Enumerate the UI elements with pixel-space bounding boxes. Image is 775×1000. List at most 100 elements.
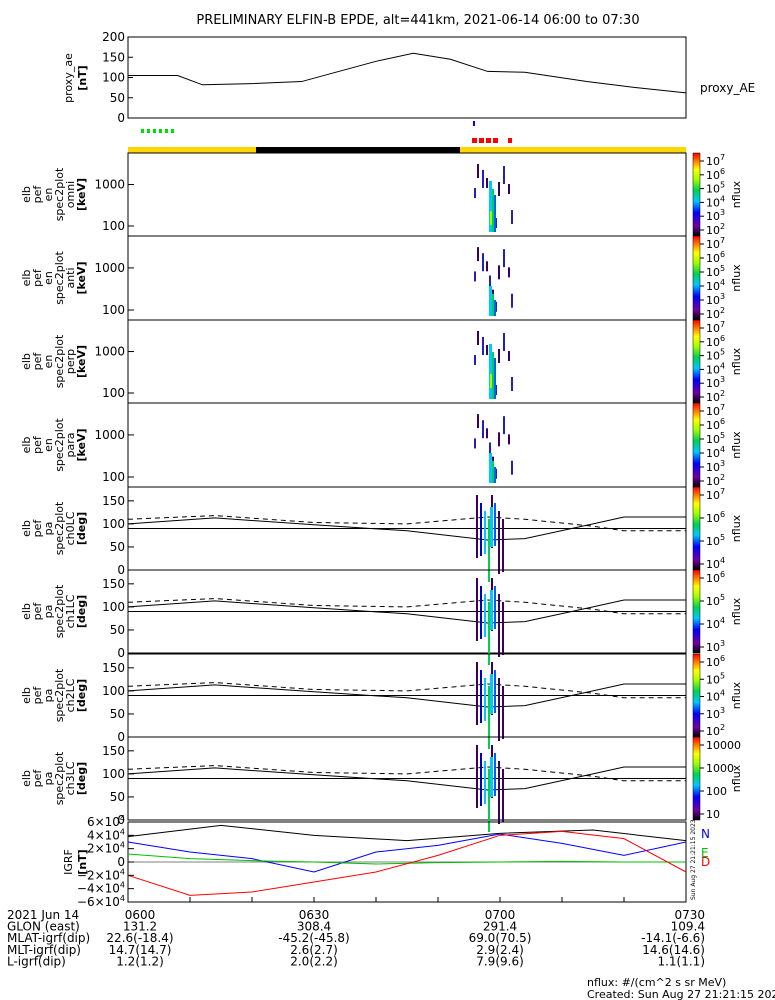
footer-value: 1.1(1.1) (657, 954, 705, 968)
spec-panel-4-cbar-label: 106 (706, 417, 725, 432)
spec-panel-4-ylabel: elb (20, 437, 33, 454)
spec-panel-3-cbar-label: 102 (706, 389, 725, 404)
pa-panel-1-colorbar (692, 486, 701, 571)
ae-ytick-label: 100 (102, 71, 125, 85)
pa-panel-2-ylabel: pef (31, 602, 44, 621)
pa-panel-3-cbar-title: nflux (730, 681, 743, 709)
pa-panel-1-ylabel: ch0LC (64, 511, 77, 545)
pa-panel-4-data (476, 745, 504, 832)
spec-panel-1: 1001000elbpefenspec2plotomni[keV]1071061… (20, 152, 743, 237)
spec-panel-4-cbar-label: 107 (706, 403, 725, 418)
igrf-line-n (127, 833, 687, 873)
pa-panel-3-ytick-label: 50 (110, 707, 125, 721)
footer-value: 1.2(1.2) (116, 954, 164, 968)
green-marks (141, 129, 174, 133)
pa-panel-1-ytick-label: 150 (102, 494, 125, 508)
spec-panel-4: 1001000elbpefenspec2plotpara[keV]1071061… (20, 402, 743, 488)
footer-value: 109.4 (671, 920, 705, 934)
pa-panel-1-cbar-label: 107 (706, 487, 725, 502)
pa-panel-1-ylabel: pa (42, 522, 55, 536)
pa-panel-3-colorbar (692, 653, 701, 738)
pa-panel-2-cbar-label: 105 (706, 593, 725, 608)
pa-panel-4-ylabel: pa (42, 772, 55, 786)
spec-panel-2-cbar-title: nflux (730, 264, 743, 292)
spec-panel-3-cbar-label: 107 (706, 320, 725, 335)
spec-panel-2-ytick-label: 100 (102, 303, 125, 317)
igrf-ytick-label: −4×104 (77, 881, 125, 896)
footer-value: 0700 (485, 908, 516, 922)
spec-panel-2-cbar-label: 102 (706, 306, 725, 321)
igrf-timestamp: Sun Aug 27 21:21:15 2023 (690, 819, 697, 900)
spec-panel-1-cbar-label: 105 (706, 181, 725, 196)
pa-panel-4-colorbar (692, 736, 701, 821)
igrf-line-d (127, 830, 687, 896)
spec-panel-3-cbar-label: 103 (706, 375, 725, 390)
spec-panel-3: 1001000elbpefenspec2plotperp[keV]1071061… (20, 319, 743, 404)
proxy-ae-ylabel-1: proxy_ae (62, 53, 75, 103)
pa-panel-3-ytick-label: 0 (117, 730, 125, 744)
proxy-ae-legend: proxy_AE (700, 81, 755, 95)
pa-panel-4-ytick-label: 150 (102, 744, 125, 758)
pa-panel-3-ytick-label: 100 (102, 684, 125, 698)
footer-row-label: GLON (east) (7, 920, 80, 934)
footer-value: 14.6(14.6) (642, 943, 705, 957)
spec-panel-2-ylabel: elb (20, 270, 33, 287)
pa-panel-3-loss-cone-line (127, 683, 686, 708)
pa-panel-4-cbar-label: 1000 (706, 762, 734, 775)
spec-panel-3-ytick-label: 1000 (94, 345, 125, 359)
pa-panel-2-ytick-label: 50 (110, 623, 125, 637)
spec-panel-1-colorbar (692, 152, 701, 237)
pa-panel-4-anti-loss-cone-line (127, 765, 686, 782)
spec-panel-3-ylabel: [keV] (75, 345, 88, 378)
spec-panel-1-ytick-label: 1000 (94, 178, 125, 192)
igrf-ytick-label: −2×104 (77, 867, 125, 882)
igrf-ytick-label: 2×104 (87, 841, 125, 856)
footer-value: 2.0(2.2) (290, 954, 338, 968)
pa-panel-4-cbar-title: nflux (730, 764, 743, 792)
yellow-bar-left (128, 147, 256, 153)
spec-panel-2-ytick-label: 1000 (94, 261, 125, 275)
pa-panel-4-cbar-label: 10000 (706, 739, 741, 752)
pa-panel-4-ylabel: elb (20, 770, 33, 787)
spec-panel-2: 1001000elbpefenspec2plotanti[keV]1071061… (20, 235, 743, 321)
pa-panel-4-loss-cone-line (127, 766, 686, 791)
ae-ytick-label: 50 (110, 91, 125, 105)
spec-panel-4-data (474, 414, 513, 483)
footer-value: 7.9(9.6) (476, 954, 524, 968)
spec-panel-2-data (474, 247, 513, 316)
pa-panel-1-cbar-label: 105 (706, 533, 725, 548)
spec-panel-4-ylabel: [keV] (75, 428, 88, 461)
pa-panel-1-ytick-label: 50 (110, 540, 125, 554)
spec-panel-2-ylabel: en (42, 271, 55, 285)
spec-panel-2-colorbar (692, 235, 701, 321)
pa-panel-1-cbar-label: 106 (706, 510, 725, 525)
spec-panel-3-frame (127, 319, 687, 404)
igrf-legend-e: E (701, 846, 709, 860)
blue-mark (473, 121, 475, 126)
pa-panel-1-ytick-label: 100 (102, 517, 125, 531)
pa-panel-1-loss-cone-line (127, 516, 686, 541)
footer-table: 2021 Jun 14 0600 0630 0700 0730 GLON (east) 13… (7, 897, 705, 968)
footer-value: -14.1(-6.6) (641, 931, 705, 945)
spec-panel-2-cbar-label: 106 (706, 250, 725, 265)
spec-panel-2-ylabel: anti (64, 267, 77, 288)
spec-panel-2-ylabel: spec2plot (53, 251, 66, 305)
pa-panel-2-ylabel: elb (20, 603, 33, 620)
igrf-legend-d: D (701, 855, 710, 869)
spec-panel-2-cbar-label: 103 (706, 292, 725, 307)
pa-panel-1-ylabel: elb (20, 520, 33, 537)
pa-panel-2-ylabel: spec2plot (53, 584, 66, 638)
spec-panel-2-frame (127, 235, 687, 321)
spec-panel-1-cbar-label: 103 (706, 208, 725, 223)
spec-panel-1-ylabel: pef (31, 185, 44, 204)
igrf-legend-n: N (701, 827, 710, 841)
pa-panel-3-ylabel: spec2plot (53, 668, 66, 722)
spec-panel-3-ytick-label: 100 (102, 386, 125, 400)
spec-panel-2-cbar-label: 107 (706, 236, 725, 251)
spec-panel-4-cbar-label: 104 (706, 445, 725, 460)
pa-panel-4-ylabel: [deg] (75, 762, 88, 795)
igrf-ytick-label: −6×104 (77, 894, 125, 909)
spec-panel-1-ylabel: omni (64, 181, 77, 208)
footer-value: 0600 (125, 908, 156, 922)
